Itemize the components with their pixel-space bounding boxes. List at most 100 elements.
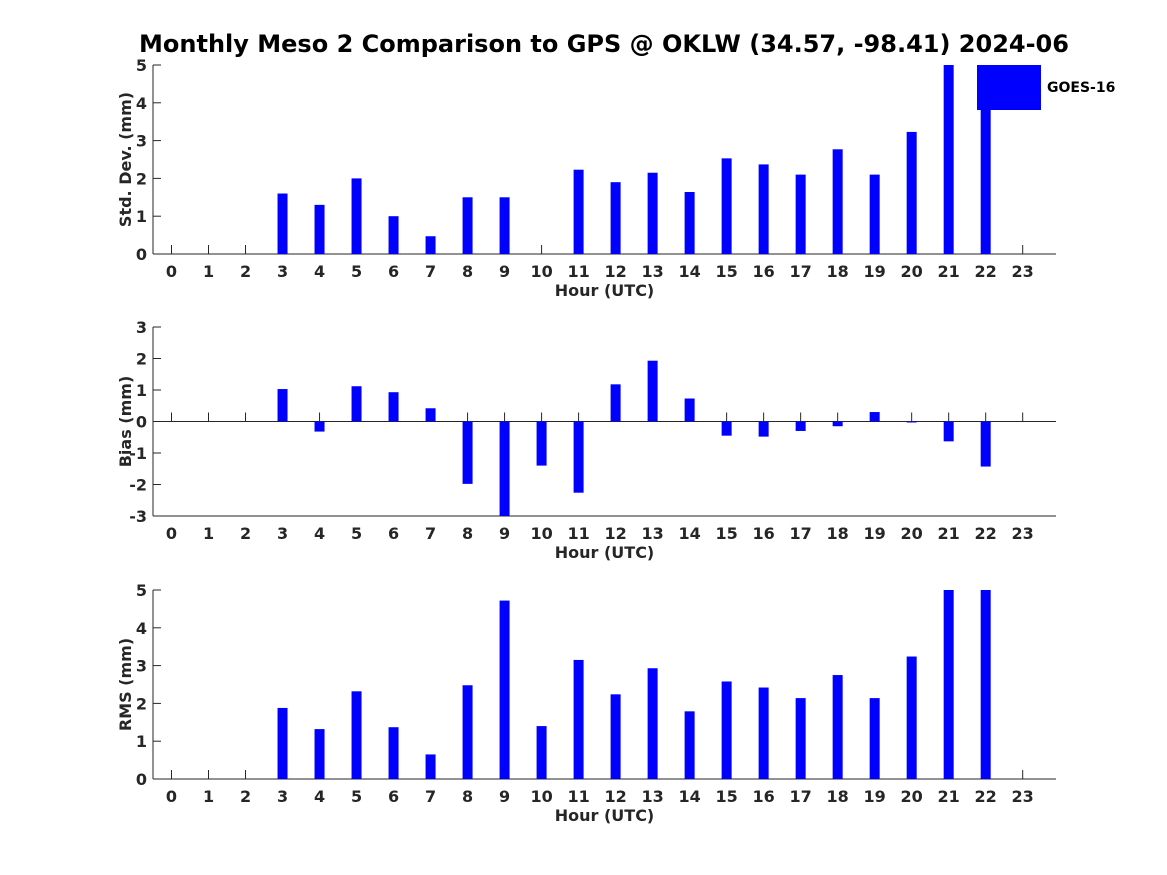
bar-hour-21 <box>943 65 954 254</box>
x-tick-label: 13 <box>641 262 663 281</box>
x-tick-label: 8 <box>462 524 473 543</box>
x-tick-label: 12 <box>604 524 626 543</box>
x-tick-label: 3 <box>277 787 288 806</box>
y-tick-label: 3 <box>136 132 147 151</box>
x-tick-label: 5 <box>351 524 362 543</box>
y-tick-label: 2 <box>136 350 147 369</box>
bar-hour-5 <box>351 691 362 779</box>
bar-hour-17 <box>795 421 806 431</box>
x-tick-label: 13 <box>641 787 663 806</box>
x-tick-label: 18 <box>827 787 849 806</box>
x-tick-label: 16 <box>753 787 775 806</box>
y-tick-label: 1 <box>136 207 147 226</box>
bar-hour-6 <box>388 727 399 779</box>
y-tick-label: 3 <box>136 657 147 676</box>
bar-hour-7 <box>425 236 436 254</box>
bar-hour-18 <box>832 675 843 779</box>
y-tick-label: 4 <box>136 94 147 113</box>
bar-hour-16 <box>758 687 769 779</box>
y-tick-label: 5 <box>136 581 147 600</box>
x-tick-label: 18 <box>827 524 849 543</box>
bar-hour-13 <box>647 172 658 254</box>
legend: GOES-16 <box>977 65 1115 110</box>
x-tick-label: 10 <box>530 262 552 281</box>
bar-hour-13 <box>647 360 658 422</box>
bar-hour-22 <box>980 65 991 254</box>
x-tick-label: 3 <box>277 262 288 281</box>
bar-hour-16 <box>758 421 769 437</box>
x-tick-label: 17 <box>790 262 812 281</box>
bar-hour-11 <box>573 659 584 779</box>
x-tick-label: 2 <box>240 262 251 281</box>
y-tick-label: -3 <box>129 507 147 526</box>
bar-hour-12 <box>610 384 621 422</box>
x-tick-label: 10 <box>530 787 552 806</box>
bar-hour-5 <box>351 178 362 254</box>
x-tick-label: 17 <box>790 524 812 543</box>
x-tick-label: 21 <box>938 524 960 543</box>
chart-title: Monthly Meso 2 Comparison to GPS @ OKLW … <box>139 30 1069 58</box>
bar-hour-22 <box>980 590 991 779</box>
y-tick-label: 5 <box>136 56 147 75</box>
x-tick-label: 0 <box>166 262 177 281</box>
x-tick-label: 4 <box>314 787 325 806</box>
bar-hour-17 <box>795 698 806 779</box>
x-tick-label: 19 <box>864 262 886 281</box>
bar-hour-10 <box>536 421 547 466</box>
bar-hour-19 <box>869 412 880 422</box>
x-tick-label: 21 <box>938 262 960 281</box>
y-axis-label: Std. Dev. (mm) <box>116 92 135 227</box>
x-tick-label: 9 <box>499 787 510 806</box>
x-tick-label: 5 <box>351 262 362 281</box>
y-tick-label: 2 <box>136 169 147 188</box>
y-axis-label: RMS (mm) <box>116 638 135 731</box>
y-axis-label: Bias (mm) <box>116 376 135 468</box>
bar-hour-21 <box>943 590 954 779</box>
x-tick-label: 11 <box>567 262 589 281</box>
bar-hour-12 <box>610 182 621 254</box>
bar-hour-11 <box>573 169 584 254</box>
bar-hour-14 <box>684 398 695 422</box>
bar-hour-15 <box>721 421 732 436</box>
x-tick-label: 22 <box>975 524 997 543</box>
bar-hour-4 <box>314 729 325 779</box>
bar-hour-20 <box>906 131 917 254</box>
x-tick-label: 22 <box>975 787 997 806</box>
x-tick-label: 9 <box>499 524 510 543</box>
x-axis-label: Hour (UTC) <box>555 806 655 825</box>
x-tick-label: 9 <box>499 262 510 281</box>
y-tick-label: 1 <box>136 732 147 751</box>
bar-hour-20 <box>906 656 917 779</box>
bar-hour-3 <box>277 707 288 779</box>
bar-hour-6 <box>388 392 399 422</box>
x-tick-label: 4 <box>314 262 325 281</box>
x-tick-label: 11 <box>567 524 589 543</box>
x-tick-label: 2 <box>240 787 251 806</box>
y-tick-label: -2 <box>129 476 147 495</box>
x-tick-label: 7 <box>425 787 436 806</box>
x-tick-label: 16 <box>753 524 775 543</box>
x-tick-label: 20 <box>901 524 923 543</box>
y-tick-label: 4 <box>136 619 147 638</box>
bar-hour-19 <box>869 698 880 779</box>
x-tick-label: 5 <box>351 787 362 806</box>
bar-hour-14 <box>684 711 695 779</box>
x-tick-label: 21 <box>938 787 960 806</box>
x-tick-label: 23 <box>1012 524 1034 543</box>
x-tick-label: 1 <box>203 262 214 281</box>
bar-hour-7 <box>425 408 436 422</box>
x-tick-label: 23 <box>1012 787 1034 806</box>
x-tick-label: 14 <box>678 262 700 281</box>
x-tick-label: 18 <box>827 262 849 281</box>
bar-hour-18 <box>832 149 843 254</box>
legend-swatch <box>977 65 1041 110</box>
bar-hour-13 <box>647 668 658 779</box>
x-tick-label: 17 <box>790 787 812 806</box>
y-tick-label: 0 <box>136 245 147 264</box>
x-tick-label: 16 <box>753 262 775 281</box>
bar-hour-3 <box>277 193 288 254</box>
